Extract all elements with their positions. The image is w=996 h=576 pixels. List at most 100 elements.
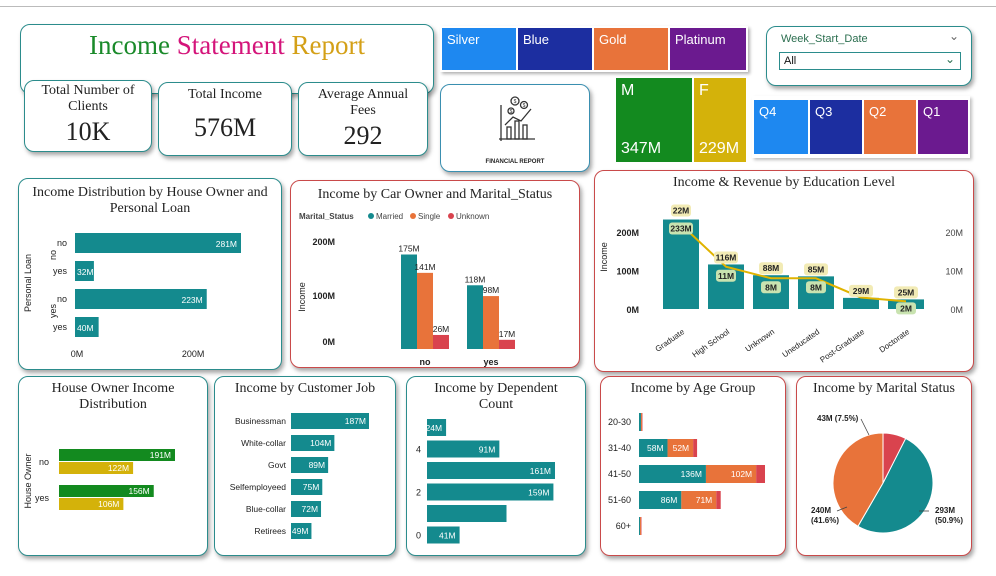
kpi-income-card: Total Income 576M — [158, 82, 292, 156]
bar-label: 89M — [309, 460, 326, 470]
tick-label: yes — [53, 322, 68, 332]
tile-q3[interactable]: Q3 — [810, 100, 862, 154]
x-tick: Uneducated — [781, 327, 822, 359]
bar-label: 118M — [465, 274, 486, 284]
bar-label: 91M — [479, 445, 496, 455]
label-bg — [714, 251, 738, 264]
job-card: Income by Customer Job 187M Businessman 10… — [214, 376, 396, 556]
house-owner-card: House Owner Income Distribution 191M 122M… — [18, 376, 208, 556]
car-marital-chart: Marital_Status Married Single Unknown 200M 10… — [297, 212, 515, 367]
chart-title: Income & Revenue by Education Level — [673, 175, 895, 190]
bar-label: 187M — [345, 416, 366, 426]
label-bg — [804, 263, 828, 276]
chart-title: House Owner Income Distribution — [51, 381, 175, 412]
bar — [59, 462, 134, 474]
age-chart: 20-30 58M 52M 31-40 136M 102M 41-50 86M 71M 51-60… — [608, 413, 765, 535]
kpi-income-label: Total Income — [187, 87, 263, 102]
tile-blue[interactable]: Blue — [518, 28, 592, 70]
leader-line — [836, 506, 848, 512]
bar — [59, 498, 124, 510]
bar-label: 106M — [98, 499, 119, 509]
tick-label: 4 — [416, 445, 421, 455]
gender-slicer: M 347M F 229M — [616, 78, 746, 162]
slicer-dropdown[interactable]: All ⌄ — [779, 52, 961, 70]
bar-label: 72M — [301, 504, 318, 514]
kpi-fees-card: Average Annual Fees 292 — [298, 82, 428, 156]
tile-q4[interactable]: Q4 — [754, 100, 808, 154]
tile-silver[interactable]: Silver — [442, 28, 516, 70]
bar-label: 161M — [530, 466, 551, 476]
label-bg — [806, 281, 826, 294]
bar — [427, 440, 500, 458]
tile-male[interactable]: M 347M — [616, 78, 692, 162]
x-tick: Graduate — [654, 327, 687, 354]
bar — [639, 439, 668, 457]
tile-female[interactable]: F 229M — [694, 78, 746, 162]
bar — [433, 334, 449, 349]
y-tick-right: 20M — [945, 228, 963, 238]
bar — [291, 501, 322, 517]
y-tick: 100M — [312, 291, 335, 301]
legend-marker — [368, 213, 374, 219]
bar-label: 24M — [426, 423, 443, 433]
y-tick: 200M — [312, 237, 335, 247]
revenue-label: 8M — [810, 282, 822, 292]
svg-text:$: $ — [510, 109, 513, 115]
tile-gold[interactable]: Gold — [594, 28, 668, 70]
bar-label: 41M — [439, 531, 456, 541]
tick-label: White-collar — [241, 438, 286, 448]
bar-label: 102M — [731, 469, 752, 479]
slicer-collapse-icon[interactable]: ⌄ — [948, 29, 959, 43]
slice-label: 293M — [935, 506, 955, 515]
revenue-label: 22M — [673, 206, 690, 216]
marital-pie-card: Income by Marital Status 293M (50.9%) 240M… — [796, 376, 972, 556]
bar — [639, 413, 641, 431]
bar-label: 71M — [696, 495, 713, 505]
kpi-income-value: 576M — [193, 113, 257, 142]
car-marital-card: Income by Car Owner and Marital_Status M… — [290, 180, 580, 368]
bar — [291, 457, 329, 473]
tick-label: Govt — [268, 460, 287, 470]
bar — [427, 483, 554, 501]
bar-label: 29M — [853, 286, 870, 296]
bar — [467, 285, 483, 349]
y-tick: 100M — [616, 267, 639, 277]
title-part-2: Statement — [176, 30, 285, 60]
tile-q1[interactable]: Q1 — [918, 100, 968, 154]
tile-platinum[interactable]: Platinum — [670, 28, 746, 70]
bar — [75, 233, 241, 253]
bar — [705, 465, 757, 483]
x-tick: 200M — [182, 349, 205, 359]
kpi-fees-label: Average Annual Fees — [317, 87, 409, 118]
bar-label: 281M — [216, 239, 237, 249]
house-loan-card: Income Distribution by House Owner and P… — [18, 178, 282, 370]
tick-label: 51-60 — [608, 495, 631, 505]
dependent-chart: 24M 91M 4 161M 159M 2 41M 0 — [416, 419, 555, 544]
bar-label: 25M — [898, 287, 915, 297]
label-bg — [761, 281, 781, 294]
tick-label: yes — [53, 266, 68, 276]
slice-pct: (41.6%) — [811, 516, 839, 525]
bar — [843, 297, 879, 309]
tick-label: no — [39, 457, 49, 467]
title-part-3: Report — [291, 30, 365, 60]
label-bg — [671, 204, 691, 217]
y-tick-right: 0M — [950, 305, 963, 315]
group-label: no — [48, 250, 58, 260]
tile-male-label: M — [621, 82, 635, 99]
kpi-clients-value: 10K — [65, 117, 111, 146]
top-rule — [0, 6, 996, 7]
bar — [427, 462, 555, 479]
bar-label: 86M — [661, 495, 678, 505]
chart-title: Income by Marital Status — [813, 381, 955, 396]
kpi-clients-label: Total Number of Clients — [41, 83, 135, 114]
x-tick: no — [420, 357, 431, 367]
tile-female-value: 229M — [699, 140, 740, 157]
bar-label: 233M — [670, 224, 691, 234]
label-bg — [759, 262, 783, 275]
x-tick: High School — [691, 327, 732, 359]
bar-label: 75M — [303, 482, 320, 492]
tile-q2[interactable]: Q2 — [864, 100, 916, 154]
bar — [639, 491, 682, 509]
